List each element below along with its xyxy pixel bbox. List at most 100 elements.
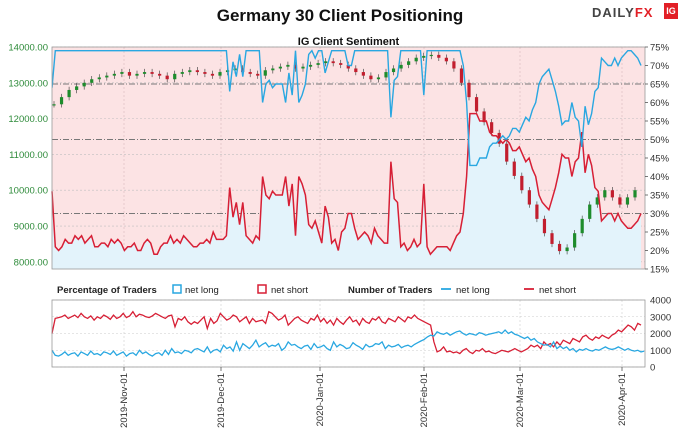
- pct-tick-label: 45%: [650, 154, 670, 165]
- candle-body: [308, 64, 313, 67]
- candle-body: [399, 64, 403, 69]
- candle-body: [263, 70, 267, 76]
- pct-tick-label: 40%: [650, 172, 670, 183]
- candle-body: [203, 72, 207, 74]
- count-axis-labels: 0 1000 2000 3000 4000: [650, 296, 671, 374]
- price-tick-label: 10000.00: [8, 186, 48, 197]
- candle-body: [422, 55, 426, 58]
- count-tick-label: 1000: [650, 346, 671, 357]
- candle-body: [625, 197, 630, 205]
- candle-body: [384, 72, 388, 78]
- candle-body: [369, 75, 373, 80]
- candle-body: [474, 97, 479, 112]
- date-tick-label: 2019-Nov-01: [119, 373, 130, 428]
- price-tick-label: 8000.00: [14, 257, 48, 268]
- candle-body: [573, 233, 577, 248]
- candle-body: [271, 68, 275, 71]
- candle-body: [580, 218, 584, 234]
- date-axis-labels: 2019-Nov-01 2019-Dec-01 2020-Jan-01 2020-Fe…: [119, 367, 628, 428]
- candle-body: [165, 75, 169, 80]
- candle-body: [112, 73, 116, 76]
- candle-body: [158, 73, 162, 76]
- candle-body: [588, 204, 592, 219]
- candle-body: [52, 104, 56, 106]
- candle-body: [610, 190, 614, 198]
- legend-count-long-label: net long: [456, 285, 490, 296]
- net-short-line: [51, 112, 642, 256]
- candle-body: [505, 143, 509, 162]
- lower-panel-frame: [51, 299, 646, 368]
- candle-body: [444, 57, 448, 62]
- legend: Percentage of Traders net long net short…: [57, 284, 576, 296]
- pct-tick-label: 65%: [650, 80, 670, 91]
- candle-body: [105, 75, 109, 78]
- candle-body: [150, 72, 154, 74]
- price-tick-label: 13000.00: [8, 78, 48, 89]
- candle-body: [603, 190, 607, 198]
- candle-body: [256, 73, 260, 76]
- candle-body: [75, 86, 79, 90]
- brand-text: DAILY: [592, 5, 635, 20]
- legend-net-short-label: net short: [271, 285, 308, 296]
- candle-body: [195, 70, 199, 73]
- count-tick-label: 3000: [650, 312, 671, 323]
- pct-tick-label: 55%: [650, 117, 670, 128]
- candle-body: [557, 243, 562, 252]
- candle-body: [550, 233, 554, 244]
- legend-number-title: Number of Traders: [348, 285, 432, 296]
- candle-body: [414, 57, 418, 62]
- brand-text-accent: FX: [634, 5, 654, 20]
- price-tick-label: 12000.00: [8, 114, 48, 125]
- pct-tick-label: 60%: [650, 98, 670, 109]
- legend-net-long-swatch: [172, 284, 182, 294]
- candle-body: [127, 72, 132, 76]
- candle-body: [218, 72, 222, 76]
- count-tick-label: 0: [650, 363, 655, 374]
- candle-body: [535, 204, 539, 219]
- pct-tick-label: 35%: [650, 191, 670, 202]
- candle-body: [467, 82, 471, 98]
- candle-body: [452, 61, 456, 69]
- candle-body: [293, 64, 298, 69]
- date-tick-label: 2020-Mar-01: [515, 373, 526, 427]
- candle-body: [429, 54, 433, 57]
- candle-body: [346, 64, 350, 69]
- candle-body: [482, 111, 486, 123]
- candle-body: [354, 68, 358, 73]
- candle-body: [565, 247, 569, 252]
- price-tick-label: 9000.00: [14, 222, 48, 233]
- candle-body: [633, 190, 637, 198]
- candle-body: [391, 68, 396, 73]
- candle-body: [120, 72, 124, 74]
- pct-tick-label: 50%: [650, 135, 670, 146]
- pct-tick-label: 70%: [650, 61, 670, 72]
- candle-body: [286, 64, 290, 67]
- candle-body: [301, 66, 305, 69]
- candle-body: [97, 77, 101, 80]
- date-tick-label: 2019-Dec-01: [216, 373, 227, 428]
- candle-body: [90, 79, 94, 83]
- candle-body: [542, 218, 547, 234]
- candle-body: [407, 61, 411, 65]
- count-tick-label: 2000: [650, 329, 671, 340]
- candle-body: [278, 66, 282, 69]
- percent-axis-labels: 15% 20% 25% 30% 35% 40% 45% 50% 55% 60% 65% 70% 75%: [645, 43, 670, 276]
- pct-tick-label: 30%: [650, 209, 670, 220]
- lower-gridlines: [52, 299, 645, 368]
- candle-body: [59, 97, 64, 105]
- net-long-area: [52, 113, 641, 269]
- candle-body: [67, 89, 71, 98]
- candle-body: [618, 197, 622, 205]
- price-axis-labels: 8000.00 9000.00 10000.00 11000.00 12000.00 13…: [8, 43, 48, 269]
- legend-net-short-swatch: [257, 284, 267, 294]
- candle-body: [361, 72, 365, 76]
- legend-percentage-title: Percentage of Traders: [57, 285, 157, 296]
- pct-tick-label: 20%: [650, 246, 670, 257]
- brand-logo: DAILYFX: [592, 5, 653, 20]
- price-tick-label: 11000.00: [9, 150, 48, 161]
- candle-body: [490, 122, 494, 133]
- candle-body: [595, 197, 599, 205]
- pct-tick-label: 25%: [650, 228, 670, 239]
- count-net-short-line: [51, 310, 642, 355]
